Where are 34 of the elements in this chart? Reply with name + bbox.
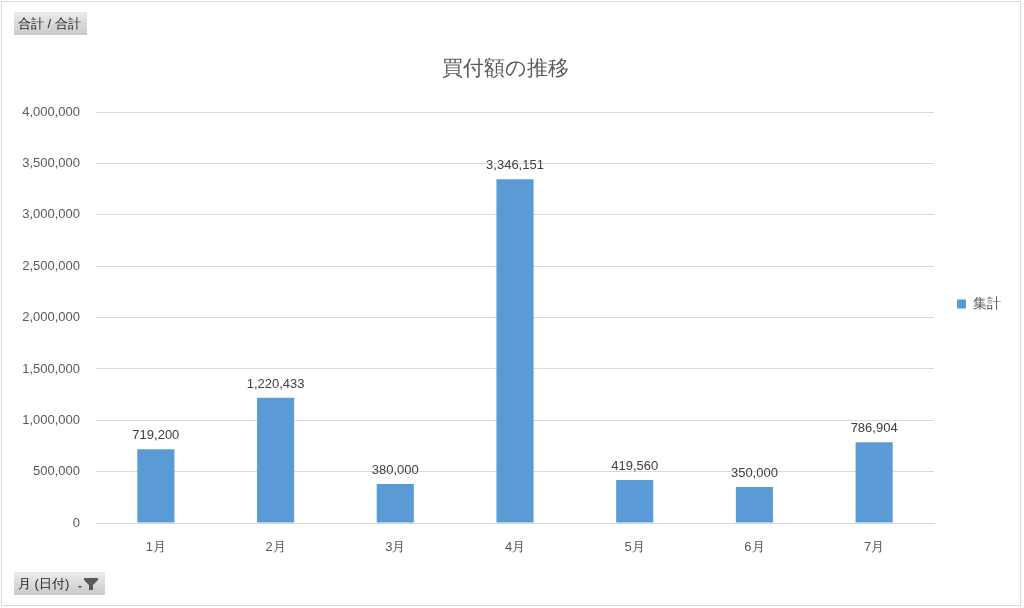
- data-label: 350,000: [730, 465, 778, 481]
- data-label: 786,904: [850, 420, 898, 436]
- data-label: 419,560: [611, 457, 659, 473]
- bar: [257, 397, 295, 523]
- y-tick-label: 2,000,000: [22, 309, 80, 325]
- bar: [616, 479, 654, 523]
- bar: [855, 442, 893, 523]
- x-tick-label: 4月: [504, 539, 526, 555]
- bar: [735, 487, 773, 523]
- data-label: 719,200: [132, 427, 180, 443]
- chart-title: 買付額の推移: [442, 56, 569, 80]
- x-tick-label: 1月: [145, 539, 166, 555]
- x-tick-label: 2月: [265, 539, 286, 555]
- y-tick-label: 3,500,000: [22, 155, 80, 171]
- y-tick-label: 0: [72, 514, 80, 530]
- bar: [376, 483, 414, 523]
- y-tick-label: 500,000: [33, 463, 80, 479]
- x-tick-label: 3月: [385, 539, 406, 555]
- y-tick-label: 2,500,000: [22, 257, 80, 273]
- bar: [137, 449, 175, 523]
- legend-label: 集計: [973, 294, 1001, 311]
- data-label: 3,346,151: [486, 157, 544, 173]
- x-tick-label: 5月: [624, 539, 645, 555]
- y-tick-label: 1,500,000: [22, 360, 80, 376]
- field-button: 月 (日付): [14, 572, 106, 595]
- y-tick-label: 1,000,000: [22, 411, 80, 427]
- y-tick-label: 4,000,000: [22, 103, 80, 119]
- field-button: 合計 / 合計: [14, 12, 87, 35]
- x-tick-label: 6月: [744, 539, 765, 555]
- x-tick-label: 7月: [864, 539, 885, 555]
- data-label: 1,220,433: [246, 375, 305, 391]
- y-tick-label: 3,000,000: [22, 206, 80, 222]
- data-label: 380,000: [371, 462, 419, 478]
- bar: [496, 179, 534, 523]
